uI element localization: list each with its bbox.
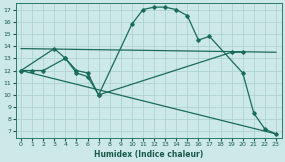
X-axis label: Humidex (Indice chaleur): Humidex (Indice chaleur) xyxy=(94,150,203,159)
